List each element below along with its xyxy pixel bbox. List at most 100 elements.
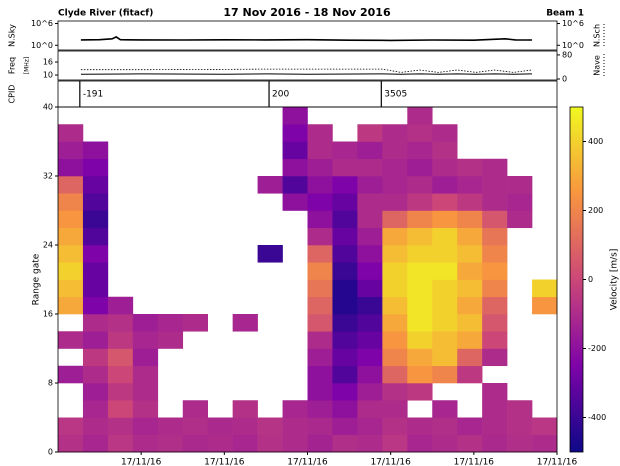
heatmap-cell [532, 434, 558, 453]
heatmap-cell [107, 365, 134, 384]
heatmap-cell [332, 383, 358, 401]
heatmap-cell [507, 210, 533, 229]
heatmap-cell [382, 210, 408, 229]
heatmap-cell [407, 262, 433, 280]
heatmap-cell [457, 245, 483, 263]
heatmap-cell [58, 365, 84, 384]
heatmap-cell [82, 314, 109, 332]
heatmap-cell [407, 141, 433, 160]
heatmap-cell [282, 400, 308, 418]
heatmap-cell [332, 227, 358, 246]
heatmap-cell [457, 176, 483, 194]
heatmap-cell [182, 434, 208, 453]
heatmap-cell [507, 400, 533, 418]
heatmap-cell [482, 158, 508, 177]
heatmap-cell [107, 296, 134, 315]
heatmap-cell [58, 434, 84, 453]
x-tick-label: 17/11/16 [370, 458, 411, 466]
heatmap-cell [357, 262, 383, 280]
y-axis-label: N.Sky [8, 24, 17, 47]
heatmap-cell [332, 400, 358, 418]
heatmap-cell [307, 417, 333, 436]
beam-label: Beam 1 [546, 9, 584, 19]
panel-frame [57, 20, 558, 51]
colorbar [569, 106, 584, 453]
heatmap-cell [132, 331, 159, 349]
heatmap-cell [357, 176, 383, 194]
heatmap-cell [332, 296, 358, 315]
heatmap-cell [357, 193, 383, 211]
heatmap-cell [357, 124, 383, 142]
heatmap-cells [58, 107, 558, 453]
heatmap-cell [282, 176, 308, 194]
heatmap-cell [307, 141, 333, 160]
heatmap-cell [482, 210, 508, 229]
heatmap-cell [58, 227, 84, 246]
heatmap-cell [357, 314, 383, 332]
heatmap-cell [82, 400, 109, 418]
heatmap-cell [307, 279, 333, 298]
heatmap-cell [82, 279, 109, 298]
x-tick-label: 17/11/16 [454, 458, 495, 466]
heatmap-cell [232, 417, 258, 436]
heatmap-cell [407, 210, 433, 229]
x-tick-label: 17/11/16 [537, 458, 578, 466]
heatmap-cell [82, 141, 109, 160]
heatmap-cell [307, 331, 333, 349]
heatmap-cell [107, 348, 134, 367]
y-tick-label: 10^6 [31, 19, 53, 28]
heatmap-cell [257, 417, 283, 436]
heatmap-cell [232, 434, 258, 453]
heatmap-cell [357, 331, 383, 349]
heatmap-cell [58, 210, 84, 229]
heatmap-cell [132, 383, 159, 401]
heatmap-cell [457, 279, 483, 298]
heatmap-cell [332, 245, 358, 263]
heatmap-cell [82, 262, 109, 280]
heatmap-cell [332, 348, 358, 367]
heatmap-cell [482, 245, 508, 263]
y2-tick-label: 80 [562, 50, 572, 59]
heatmap-cell [432, 245, 458, 263]
colorbar-tick-label: 200 [588, 206, 603, 215]
heatmap-cell [457, 434, 483, 453]
heatmap-cell [432, 417, 458, 436]
heatmap-cell [82, 210, 109, 229]
heatmap-cell [307, 365, 333, 384]
heatmap-cell [82, 227, 109, 246]
heatmap-cell [232, 400, 258, 418]
heatmap-cell [407, 314, 433, 332]
heatmap-cell [307, 193, 333, 211]
series-line [80, 68, 533, 73]
heatmap-cell [307, 296, 333, 315]
chart-title: 17 Nov 2016 - 18 Nov 2016 [223, 6, 391, 19]
station-label: Clyde River (fitacf) [58, 9, 153, 19]
heatmap-cell [407, 383, 433, 401]
heatmap-cell [482, 417, 508, 436]
heatmap-cell [407, 245, 433, 263]
heatmap-cell [432, 314, 458, 332]
heatmap-cell [407, 124, 433, 142]
y-axis-label: CPID [8, 85, 17, 104]
heatmap-cell [282, 107, 308, 125]
heatmap-cell [282, 158, 308, 177]
y-tick-label: 40 [43, 103, 53, 112]
heatmap-cell [207, 417, 233, 436]
heatmap-cell [432, 158, 458, 177]
heatmap-cell [58, 193, 84, 211]
heatmap-cell [182, 314, 208, 332]
x-tick-label: 17/11/16 [204, 458, 245, 466]
heatmap-cell [382, 400, 408, 418]
heatmap-cell [457, 193, 483, 211]
heatmap-cell [157, 331, 184, 349]
heatmap-cell [82, 417, 109, 436]
heatmap-cell [382, 348, 408, 367]
heatmap-cell [382, 158, 408, 177]
heatmap-cell [307, 314, 333, 332]
heatmap-cell [407, 279, 433, 298]
heatmap-cell [357, 245, 383, 263]
heatmap-cell [357, 365, 383, 384]
heatmap-cell [457, 331, 483, 349]
heatmap-cell [407, 331, 433, 349]
heatmap-cell [482, 400, 508, 418]
